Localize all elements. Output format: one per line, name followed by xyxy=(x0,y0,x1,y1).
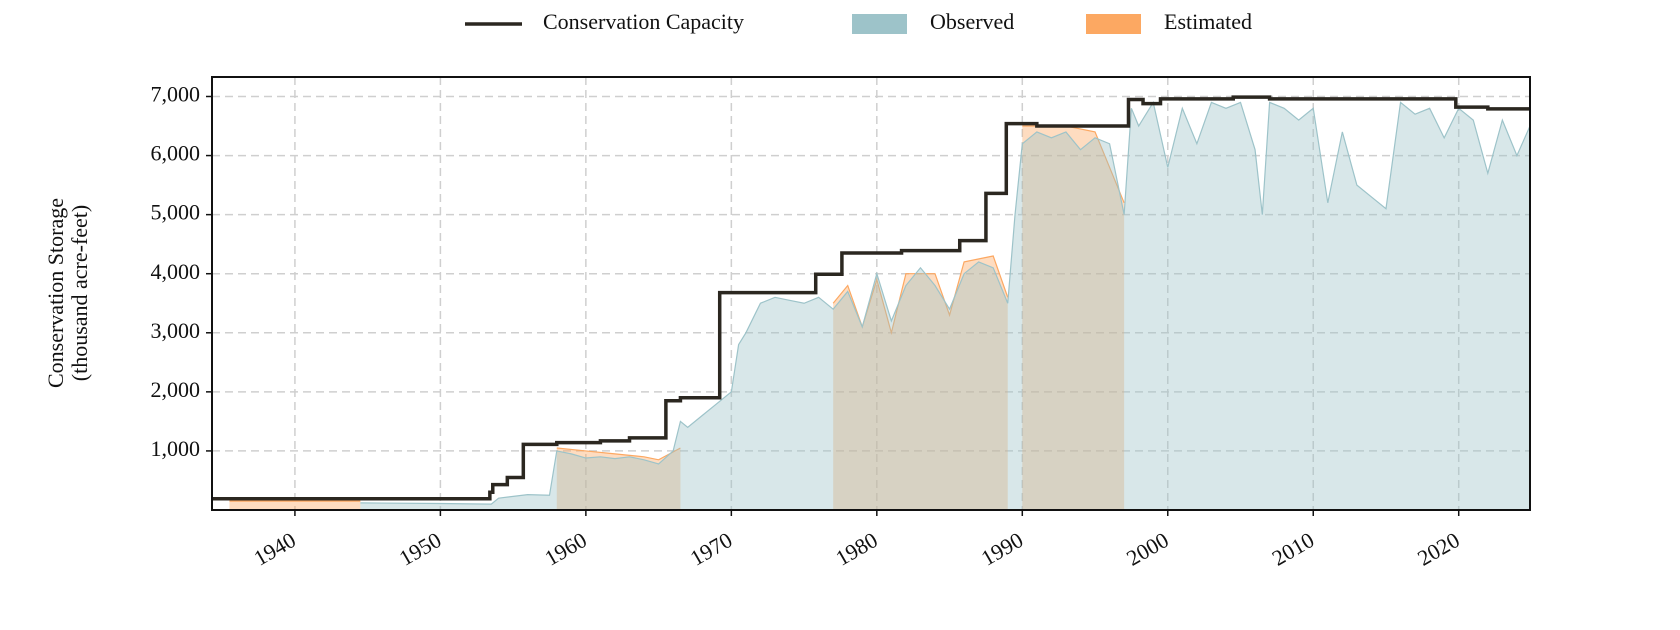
x-tick-label: 1960 xyxy=(540,527,591,571)
legend-label: Conservation Capacity xyxy=(543,9,744,34)
area-fill xyxy=(833,255,1008,510)
y-tick-label: 1,000 xyxy=(151,436,201,461)
legend-swatch xyxy=(852,14,907,34)
plot-frame xyxy=(211,76,1531,511)
x-tick-label: 2000 xyxy=(1122,527,1173,571)
x-tick-label: 1950 xyxy=(395,527,446,571)
x-tick-label: 1970 xyxy=(686,527,737,571)
x-tick-label: 2020 xyxy=(1413,527,1464,571)
y-tick-label: 3,000 xyxy=(151,318,201,343)
x-tick-label: 1990 xyxy=(977,527,1028,571)
x-tick-label: 1940 xyxy=(249,527,300,571)
y-tick-label: 2,000 xyxy=(151,377,201,402)
legend-swatch xyxy=(1086,14,1141,34)
y-tick-label: 7,000 xyxy=(151,82,201,107)
area-fill xyxy=(229,501,361,510)
y-tick-label: 6,000 xyxy=(151,141,201,166)
y-axis-label: (thousand acre-feet) xyxy=(67,205,92,382)
y-axis-label: Conservation Storage xyxy=(43,198,68,388)
area-line xyxy=(556,447,681,461)
legend-label: Estimated xyxy=(1164,9,1252,34)
legend-label: Observed xyxy=(930,9,1014,34)
legend: Conservation Capacity Observed Estimated xyxy=(465,9,1252,34)
area-fill xyxy=(1022,126,1125,510)
y-tick-label: 5,000 xyxy=(151,200,201,225)
capacity-line xyxy=(212,95,1530,501)
x-tick-label: 2010 xyxy=(1268,527,1319,571)
area-line xyxy=(832,255,1009,336)
y-tick-label: 4,000 xyxy=(151,259,201,284)
x-tick-label: 1980 xyxy=(831,527,882,571)
plot-area xyxy=(212,95,1530,510)
area-fill xyxy=(360,102,1530,510)
area-fill xyxy=(556,447,681,510)
grid xyxy=(212,77,1530,510)
area-line xyxy=(360,100,1530,505)
